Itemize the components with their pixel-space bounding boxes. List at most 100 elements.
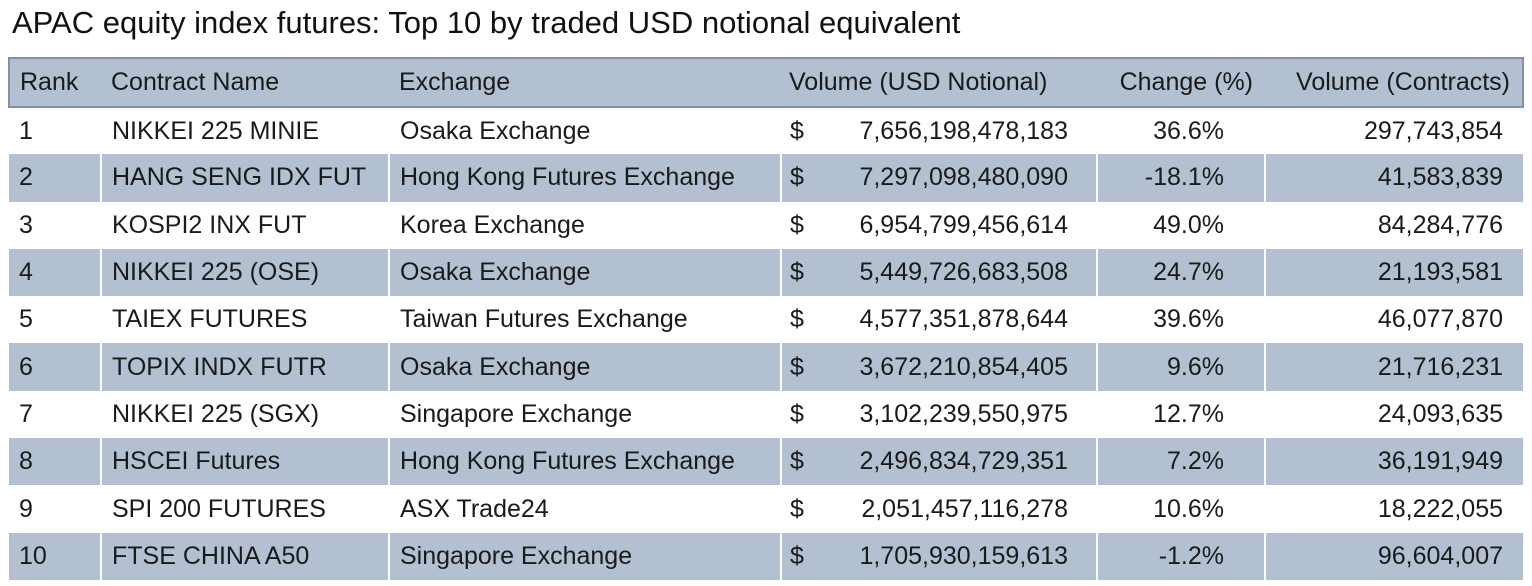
- volume-usd-wrap: $2,051,457,116,278: [790, 495, 1096, 524]
- exchange-cell: Taiwan Futures Exchange: [389, 296, 782, 344]
- volume-usd-value: 3,672,210,854,405: [859, 352, 1068, 381]
- volume-usd-value: 2,051,457,116,278: [861, 494, 1068, 523]
- volume-usd-wrap: $2,496,834,729,351: [790, 447, 1096, 476]
- rank-cell: 9: [9, 485, 102, 533]
- change-cell: 39.6%: [1097, 296, 1266, 344]
- currency-symbol: $: [790, 210, 804, 239]
- exchange-cell: Korea Exchange: [389, 201, 782, 249]
- volume-contracts-cell: 18,222,055: [1377, 494, 1503, 523]
- table-row: 3 KOSPI2 INX FUT Korea Exchange $6,954,799,…: [9, 201, 1523, 249]
- volume-usd-wrap: $6,954,799,456,614: [790, 211, 1096, 240]
- currency-symbol: $: [790, 305, 804, 334]
- table-body: 1 NIKKEI 225 MINIE Osaka Exchange $7,656,19…: [9, 107, 1523, 580]
- change-cell: 24.7%: [1097, 248, 1266, 297]
- currency-symbol: $: [790, 163, 804, 192]
- change-cell: 9.6%: [1097, 343, 1266, 391]
- volume-usd-value: 3,102,239,550,975: [859, 399, 1068, 428]
- change-cell: 12.7%: [1097, 390, 1266, 439]
- exchange-cell: Osaka Exchange: [389, 107, 782, 155]
- change-cell: -1.2%: [1097, 532, 1266, 580]
- contract-name-cell: TAIEX FUTURES: [101, 296, 390, 344]
- currency-symbol: $: [790, 258, 804, 287]
- currency-symbol: $: [790, 399, 804, 428]
- table-row: 8 HSCEI Futures Hong Kong Futures Exchange…: [9, 438, 1523, 486]
- table-row: 4 NIKKEI 225 (OSE) Osaka Exchange $5,449,72…: [9, 248, 1523, 297]
- volume-usd-wrap: $7,297,098,480,090: [790, 163, 1096, 192]
- volume-usd-cell: $4,577,351,878,644: [781, 296, 1098, 344]
- volume-usd-value: 6,954,799,456,614: [859, 210, 1068, 239]
- header-volume-contracts: Volume (Contracts): [1265, 57, 1524, 108]
- rank-cell: 1: [9, 107, 102, 155]
- volume-usd-cell: $3,672,210,854,405: [781, 343, 1098, 391]
- currency-symbol: $: [790, 116, 804, 145]
- exchange-cell: Osaka Exchange: [389, 248, 782, 297]
- volume-usd-wrap: $4,577,351,878,644: [790, 305, 1096, 334]
- header-exchange: Exchange: [389, 57, 781, 108]
- volume-contracts-cell: 297,743,854: [1363, 116, 1503, 145]
- contract-name-cell: HANG SENG IDX FUT: [101, 154, 390, 202]
- volume-usd-cell: $7,297,098,480,090: [781, 154, 1098, 202]
- rank-cell: 10: [9, 532, 102, 580]
- exchange-cell: Hong Kong Futures Exchange: [389, 438, 782, 486]
- volume-contracts-cell: 24,093,635: [1377, 399, 1503, 428]
- header-change: Change (%): [1097, 57, 1265, 108]
- table-row: 1 NIKKEI 225 MINIE Osaka Exchange $7,656,19…: [9, 107, 1523, 155]
- change-cell: 10.6%: [1097, 485, 1266, 533]
- table-row: 7 NIKKEI 225 (SGX) Singapore Exchange $3,10…: [9, 390, 1523, 439]
- currency-symbol: $: [790, 494, 804, 523]
- volume-usd-cell: $6,954,799,456,614: [781, 201, 1098, 249]
- volume-contracts-cell: 36,191,949: [1377, 447, 1503, 476]
- change-cell: -18.1%: [1097, 154, 1266, 202]
- futures-table: Rank Contract Name Exchange Volume (USD …: [8, 57, 1524, 580]
- rank-cell: 7: [9, 390, 102, 439]
- volume-contracts-cell: 21,193,581: [1377, 258, 1503, 287]
- change-cell: 7.2%: [1097, 438, 1266, 486]
- volume-usd-wrap: $3,102,239,550,975: [790, 400, 1096, 429]
- volume-usd-cell: $3,102,239,550,975: [781, 390, 1098, 439]
- table-row: 2 HANG SENG IDX FUT Hong Kong Futures Exch…: [9, 154, 1523, 202]
- contract-name-cell: NIKKEI 225 (OSE): [101, 248, 390, 297]
- rank-cell: 3: [9, 201, 102, 249]
- volume-contracts-cell: 84,284,776: [1377, 210, 1503, 239]
- contract-name-cell: KOSPI2 INX FUT: [101, 201, 390, 249]
- volume-usd-wrap: $1,705,930,159,613: [790, 542, 1096, 571]
- table-header: Rank Contract Name Exchange Volume (USD …: [8, 57, 1524, 108]
- contract-name-cell: FTSE CHINA A50: [101, 532, 390, 580]
- table-row: 5 TAIEX FUTURES Taiwan Futures Exchange $4,…: [9, 296, 1523, 344]
- volume-contracts-cell: 21,716,231: [1377, 352, 1503, 381]
- rank-cell: 2: [9, 154, 102, 202]
- volume-usd-value: 4,577,351,878,644: [859, 305, 1068, 334]
- volume-usd-cell: $5,449,726,683,508: [781, 248, 1098, 297]
- contract-name-cell: SPI 200 FUTURES: [101, 485, 390, 533]
- rank-cell: 5: [9, 296, 102, 344]
- contract-name-cell: TOPIX INDX FUTR: [101, 343, 390, 391]
- volume-contracts-cell: 96,604,007: [1377, 541, 1503, 570]
- volume-usd-wrap: $5,449,726,683,508: [790, 258, 1096, 287]
- volume-usd-value: 5,449,726,683,508: [859, 258, 1068, 287]
- header-rank: Rank: [8, 57, 101, 108]
- currency-symbol: $: [790, 352, 804, 381]
- volume-usd-cell: $7,656,198,478,183: [781, 107, 1098, 155]
- exchange-cell: Singapore Exchange: [389, 532, 782, 580]
- volume-usd-value: 7,656,198,478,183: [859, 116, 1068, 145]
- change-cell: 49.0%: [1097, 201, 1266, 249]
- rank-cell: 4: [9, 248, 102, 297]
- exchange-cell: Hong Kong Futures Exchange: [389, 154, 782, 202]
- table-row: 9 SPI 200 FUTURES ASX Trade24 $2,051,457,11…: [9, 485, 1523, 533]
- page-title: APAC equity index futures: Top 10 by tra…: [12, 5, 961, 40]
- rank-cell: 8: [9, 438, 102, 486]
- volume-usd-cell: $2,496,834,729,351: [781, 438, 1098, 486]
- volume-contracts-cell: 41,583,839: [1377, 163, 1503, 192]
- volume-contracts-cell: 46,077,870: [1377, 305, 1503, 334]
- header-volume-usd: Volume (USD Notional): [781, 57, 1097, 108]
- header-row: Rank Contract Name Exchange Volume (USD …: [8, 57, 1524, 108]
- table-row: 10 FTSE CHINA A50 Singapore Exchange $1,705…: [9, 532, 1523, 580]
- change-cell: 36.6%: [1097, 107, 1266, 155]
- currency-symbol: $: [790, 447, 804, 476]
- exchange-cell: Osaka Exchange: [389, 343, 782, 391]
- volume-usd-cell: $1,705,930,159,613: [781, 532, 1098, 580]
- rank-cell: 6: [9, 343, 102, 391]
- volume-usd-value: 7,297,098,480,090: [859, 163, 1068, 192]
- exchange-cell: ASX Trade24: [389, 485, 782, 533]
- volume-usd-wrap: $7,656,198,478,183: [790, 117, 1096, 146]
